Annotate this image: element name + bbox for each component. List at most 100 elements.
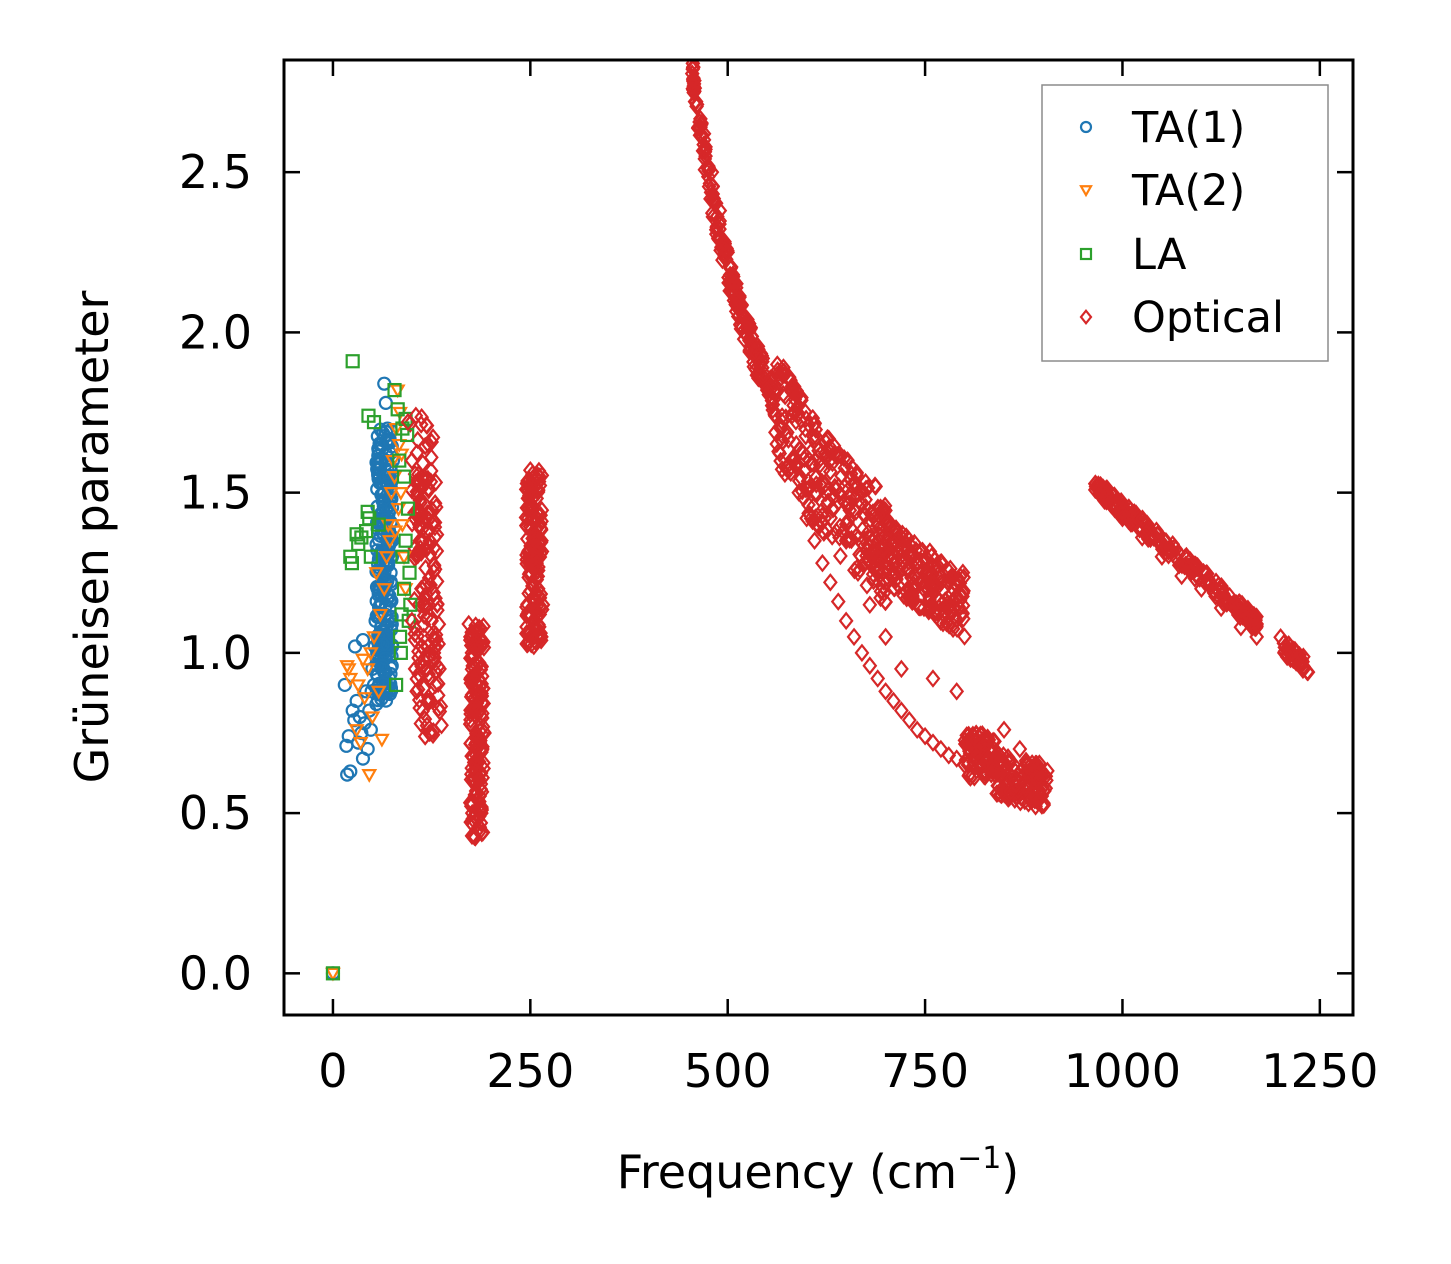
optical-point bbox=[927, 576, 943, 595]
data-point bbox=[413, 579, 429, 599]
optical-point bbox=[464, 758, 480, 778]
legend-marker bbox=[1079, 247, 1093, 261]
optical-point bbox=[843, 518, 859, 538]
data-point bbox=[374, 658, 390, 674]
optical-point bbox=[1103, 496, 1119, 515]
data-point bbox=[473, 803, 489, 823]
legend-label: TA(1) bbox=[1131, 103, 1245, 153]
optical-point bbox=[973, 739, 989, 759]
optical-point bbox=[1139, 514, 1155, 533]
optical-point bbox=[888, 570, 904, 590]
data-point bbox=[349, 527, 364, 542]
data-point bbox=[371, 517, 386, 532]
data-point bbox=[368, 567, 385, 581]
optical-point bbox=[1242, 608, 1257, 627]
legend: TA(1) TA(2) LA Optical bbox=[1041, 84, 1329, 362]
data-point bbox=[1300, 662, 1316, 682]
data-point bbox=[933, 739, 949, 759]
optical-point bbox=[870, 505, 886, 525]
optical-point bbox=[1183, 562, 1199, 581]
optical-point bbox=[1008, 775, 1024, 795]
optical-point bbox=[430, 674, 446, 694]
optical-point bbox=[529, 509, 545, 529]
optical-point bbox=[1228, 600, 1243, 620]
optical-point bbox=[408, 545, 424, 565]
data-point bbox=[988, 762, 1004, 781]
data-layer bbox=[325, 60, 1316, 982]
optical-point bbox=[520, 471, 536, 491]
optical-point bbox=[966, 727, 982, 747]
x-axis-label: Frequency (cm−1) bbox=[617, 1141, 1020, 1199]
optical-point bbox=[1024, 790, 1040, 810]
data-point bbox=[389, 677, 404, 693]
data-point bbox=[340, 663, 357, 678]
optical-point bbox=[895, 555, 911, 574]
data-point bbox=[370, 685, 387, 700]
optical-point bbox=[464, 659, 480, 679]
optical-point bbox=[475, 633, 491, 653]
optical-point bbox=[467, 785, 483, 805]
optical-point bbox=[428, 625, 444, 645]
optical-point bbox=[822, 462, 838, 481]
y-tick-label: 1.5 bbox=[179, 466, 252, 520]
data-point bbox=[838, 531, 854, 550]
y-tick-label: 0.0 bbox=[179, 946, 252, 1000]
data-point bbox=[1095, 483, 1111, 502]
data-point bbox=[420, 691, 436, 711]
data-point bbox=[389, 384, 406, 399]
data-point bbox=[878, 682, 894, 701]
y-tick-label: 2.5 bbox=[179, 145, 252, 199]
optical-point bbox=[904, 588, 919, 608]
data-point bbox=[736, 307, 751, 326]
data-point bbox=[396, 551, 412, 565]
data-point bbox=[396, 581, 412, 596]
data-point bbox=[1004, 768, 1020, 788]
optical-point bbox=[526, 527, 542, 547]
data-point bbox=[1288, 653, 1304, 672]
optical-point bbox=[949, 619, 965, 639]
data-point bbox=[925, 733, 941, 752]
data-point bbox=[355, 632, 371, 648]
optical-point bbox=[767, 383, 783, 403]
data-point bbox=[469, 739, 485, 759]
optical-point bbox=[874, 539, 890, 558]
optical-point bbox=[531, 467, 547, 486]
data-point bbox=[343, 764, 358, 779]
optical-point bbox=[820, 481, 836, 501]
data-point bbox=[759, 380, 775, 400]
data-point bbox=[387, 382, 402, 398]
data-point bbox=[378, 395, 393, 411]
x-tick-label: 500 bbox=[684, 1044, 772, 1098]
optical-point bbox=[791, 471, 807, 491]
optical-point bbox=[895, 529, 911, 548]
optical-point bbox=[776, 358, 791, 377]
optical-point bbox=[524, 555, 540, 575]
y-tick-label: 0.5 bbox=[179, 786, 252, 840]
data-point bbox=[1213, 598, 1229, 618]
optical-point bbox=[948, 589, 964, 609]
legend-label: Optical bbox=[1132, 293, 1284, 343]
optical-point bbox=[519, 634, 535, 653]
optical-point bbox=[726, 274, 742, 294]
data-point bbox=[925, 669, 941, 688]
optical-point bbox=[855, 520, 870, 539]
data-point bbox=[378, 651, 393, 666]
series-ta-2- bbox=[325, 384, 414, 982]
data-point bbox=[1134, 528, 1150, 547]
optical-point bbox=[896, 586, 912, 605]
data-point bbox=[886, 691, 901, 711]
data-point bbox=[466, 669, 481, 688]
optical-point bbox=[814, 443, 830, 463]
data-point bbox=[1194, 579, 1209, 599]
data-point bbox=[521, 499, 537, 518]
optical-point bbox=[423, 575, 438, 595]
optical-point bbox=[418, 415, 434, 435]
ticks: 0 250 500 750 1000 1250 0.0 0.5 1.0 1.5 2.0 2.5 bbox=[179, 60, 1378, 1098]
data-point bbox=[1154, 547, 1170, 566]
data-point bbox=[901, 710, 917, 730]
data-point bbox=[401, 613, 416, 628]
optical-point bbox=[413, 714, 429, 733]
data-point bbox=[696, 124, 712, 143]
optical-point bbox=[927, 550, 943, 569]
x-tick-label: 0 bbox=[318, 1044, 347, 1098]
